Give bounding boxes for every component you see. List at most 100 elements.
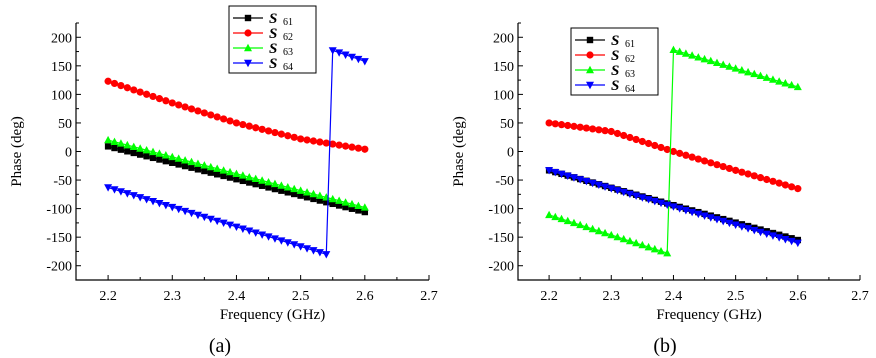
legend-label: S	[269, 26, 277, 42]
data-point	[700, 54, 709, 63]
y-tick-label: -200	[488, 260, 514, 275]
data-point	[136, 144, 145, 152]
data-point	[258, 231, 267, 239]
y-axis-label: Phase (deg)	[451, 116, 467, 186]
data-point	[219, 166, 228, 174]
data-point	[233, 175, 240, 183]
data-point	[316, 138, 324, 146]
data-point	[589, 125, 597, 133]
data-point	[265, 184, 272, 191]
data-point	[557, 170, 566, 179]
data-point	[713, 161, 721, 169]
data-point	[354, 55, 363, 64]
legend-label: S	[611, 78, 619, 94]
data-point	[607, 185, 616, 193]
data-point	[354, 144, 362, 152]
data-point	[271, 128, 279, 137]
data-point	[644, 139, 653, 148]
data-point	[613, 232, 622, 241]
data-point	[551, 212, 560, 221]
data-point	[775, 77, 784, 85]
data-point	[335, 49, 344, 57]
data-point	[123, 140, 132, 149]
data-point	[569, 174, 578, 182]
data-point	[123, 190, 132, 198]
data-point	[143, 90, 151, 98]
data-point	[744, 67, 753, 76]
data-point	[341, 51, 350, 59]
data-point	[174, 154, 183, 162]
legend-label: S	[611, 33, 619, 49]
data-point	[360, 58, 369, 66]
data-point	[246, 179, 253, 186]
data-point	[762, 73, 771, 81]
y-tick-label: 150	[493, 60, 514, 75]
data-point	[329, 140, 337, 148]
data-point	[582, 222, 591, 231]
data-point	[175, 101, 183, 109]
legend-subscript: 63	[283, 47, 293, 58]
data-point	[296, 186, 305, 194]
data-point	[576, 176, 585, 184]
data-point	[725, 62, 734, 70]
data-point	[142, 196, 151, 204]
data-point	[264, 233, 273, 241]
data-point	[706, 56, 715, 65]
data-point	[207, 169, 214, 176]
data-point	[155, 95, 164, 103]
data-point	[768, 75, 777, 83]
data-point	[258, 176, 267, 184]
data-point	[149, 92, 157, 101]
data-point	[239, 177, 247, 185]
data-point	[200, 109, 208, 117]
data-point	[181, 103, 189, 111]
data-point	[175, 161, 182, 168]
data-point	[149, 147, 158, 156]
data-point	[110, 137, 119, 145]
data-point	[781, 79, 790, 87]
data-point	[669, 203, 678, 211]
data-point	[322, 139, 330, 147]
data-point	[156, 156, 163, 163]
data-point	[650, 244, 659, 253]
data-point	[214, 171, 221, 178]
y-tick-label: 150	[51, 60, 72, 75]
data-point	[737, 223, 746, 231]
series-s63	[104, 135, 369, 211]
data-point	[694, 53, 703, 61]
data-point	[238, 171, 247, 179]
data-point	[207, 111, 215, 119]
x-tick-label: 2.7	[420, 289, 438, 304]
data-point	[187, 105, 196, 113]
data-point	[570, 122, 578, 130]
data-point	[545, 210, 554, 219]
data-point	[155, 149, 164, 157]
data-point	[270, 179, 279, 188]
data-point	[232, 169, 241, 177]
data-point	[657, 199, 666, 208]
data-point	[619, 188, 628, 197]
data-point	[290, 241, 299, 249]
data-point	[775, 234, 784, 242]
x-tick-label: 2.5	[727, 289, 745, 304]
data-point	[143, 153, 150, 160]
data-point	[744, 225, 753, 233]
data-point	[551, 168, 560, 177]
series-s61	[104, 143, 369, 216]
data-point	[676, 149, 684, 157]
x-axis-label: Frequency (GHz)	[220, 307, 325, 323]
series-s63	[545, 45, 802, 257]
data-point	[161, 201, 170, 210]
data-point	[258, 182, 266, 189]
data-point	[355, 207, 362, 214]
legend-subscript: 61	[625, 39, 635, 50]
x-tick-label: 2.4	[665, 289, 683, 304]
data-point	[290, 133, 298, 141]
data-point	[130, 86, 138, 94]
x-tick-label: 2.3	[164, 289, 182, 304]
data-point	[129, 142, 138, 151]
data-point	[329, 200, 336, 208]
data-point	[582, 178, 591, 186]
data-point	[303, 194, 311, 201]
data-point	[719, 162, 727, 171]
